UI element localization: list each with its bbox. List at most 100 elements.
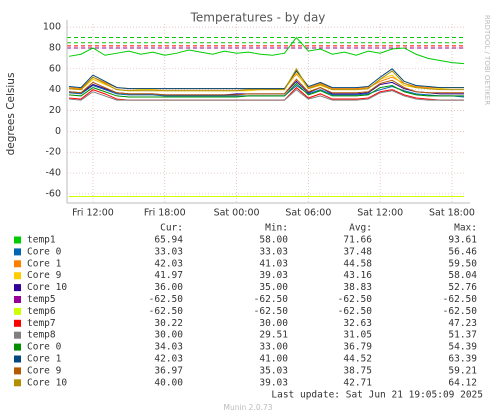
x-tick-label: Sat 12:00 (357, 208, 403, 219)
y-tick-label: -60 (45, 188, 61, 199)
column-header: Max: (454, 223, 477, 234)
legend-swatch (14, 319, 21, 327)
legend-value: 39.03 (259, 270, 288, 281)
legend-swatch (14, 355, 21, 363)
series-line (68, 67, 464, 92)
legend-swatch (14, 379, 21, 387)
legend-value: 47.23 (448, 318, 477, 329)
legend-value: 33.03 (259, 246, 288, 257)
legend-swatch (14, 248, 21, 256)
y-tick-label: -40 (45, 168, 61, 179)
series-line (68, 89, 464, 101)
legend-value: 33.00 (259, 342, 288, 353)
legend-swatch (14, 331, 21, 339)
legend-value: 42.71 (343, 377, 372, 388)
legend-swatch (14, 367, 21, 375)
series-line (68, 82, 464, 98)
legend-value: 51.37 (448, 330, 477, 341)
legend-value: 63.39 (448, 354, 477, 365)
legend-value: -62.50 (254, 306, 289, 317)
y-tick-label: 80 (49, 42, 61, 53)
legend-label: Core 1 (27, 258, 62, 269)
x-tick-label: Fri 12:00 (72, 208, 114, 219)
legend-value: 64.12 (448, 377, 477, 388)
legend-value: 59.50 (448, 258, 477, 269)
legend-value: 32.63 (343, 318, 372, 329)
legend-swatch (14, 343, 21, 351)
chart-title: Temperatures - by day (190, 11, 326, 25)
series-line (68, 68, 464, 90)
x-tick-label: Fri 18:00 (144, 208, 186, 219)
series-line (68, 78, 464, 96)
legend-value: 38.75 (343, 365, 372, 376)
legend-value: -62.50 (338, 306, 373, 317)
legend-value: 71.66 (343, 235, 372, 246)
y-tick-label: 60 (49, 63, 61, 74)
column-header: Avg: (349, 223, 372, 234)
legend-value: -62.50 (254, 294, 289, 305)
legend-value: 58.00 (259, 235, 288, 246)
legend-value: 30.00 (154, 330, 183, 341)
legend-value: 37.48 (343, 246, 372, 257)
legend-value: 35.03 (259, 365, 288, 376)
y-tick-label: 40 (49, 84, 61, 95)
x-tick-label: Sat 00:00 (214, 208, 260, 219)
legend-value: 41.03 (259, 258, 288, 269)
legend-value: -62.50 (149, 306, 184, 317)
legend-swatch (14, 272, 21, 280)
legend-value: 36.97 (154, 365, 183, 376)
column-header: Min: (265, 223, 288, 234)
legend-value: 30.22 (154, 318, 183, 329)
legend-label: temp6 (27, 306, 56, 317)
x-tick-label: Sat 06:00 (285, 208, 331, 219)
legend-value: 59.21 (448, 365, 477, 376)
legend-value: -62.50 (443, 294, 478, 305)
legend-value: 42.03 (154, 354, 183, 365)
legend-value: 43.16 (343, 270, 372, 281)
legend-value: 42.03 (154, 258, 183, 269)
legend-value: 34.03 (154, 342, 183, 353)
footer: Munin 2.0.73 (223, 403, 272, 412)
legend-value: 31.05 (343, 330, 372, 341)
legend-value: 36.79 (343, 342, 372, 353)
side-text: RRDTOOL / TOBI OETIKER (483, 15, 491, 105)
legend-value: 30.00 (259, 318, 288, 329)
legend-value: -62.50 (338, 294, 373, 305)
legend-value: 65.94 (154, 235, 183, 246)
legend-label: Core 10 (27, 282, 67, 293)
plot-area (67, 24, 466, 203)
legend-value: 39.03 (259, 377, 288, 388)
legend-value: -62.50 (149, 294, 184, 305)
legend-swatch (14, 236, 21, 244)
legend-value: 38.83 (343, 282, 372, 293)
legend-value: 33.03 (154, 246, 183, 257)
legend-value: 93.61 (448, 235, 477, 246)
column-header: Cur: (160, 223, 183, 234)
legend-label: Core 9 (27, 270, 62, 281)
legend-label: Core 1 (27, 354, 62, 365)
y-axis-label: degrees Celsius (5, 73, 17, 156)
legend-swatch (14, 296, 21, 303)
legend-value: 41.00 (259, 354, 288, 365)
legend-value: 36.00 (154, 282, 183, 293)
legend-label: Core 0 (27, 246, 62, 257)
legend-value: 41.97 (154, 270, 183, 281)
legend-label: Core 10 (27, 377, 67, 388)
legend-value: 44.58 (343, 258, 372, 269)
y-tick-label: 0 (55, 126, 61, 137)
legend-label: temp8 (27, 330, 56, 341)
legend-swatch (14, 307, 21, 315)
legend-label: Core 9 (27, 365, 62, 376)
legend-value: 44.52 (343, 354, 372, 365)
legend-swatch (14, 260, 21, 268)
legend-value: 52.76 (448, 282, 477, 293)
series-line (68, 36, 465, 65)
legend-label: Core 0 (27, 342, 62, 353)
legend-value: 54.39 (448, 342, 477, 353)
legend-value: 56.46 (448, 246, 477, 257)
legend-value: -62.50 (443, 306, 478, 317)
last-update: Last update: Sat Jun 21 19:05:09 2025 (271, 390, 483, 401)
y-tick-label: 20 (49, 105, 61, 116)
legend-label: temp5 (27, 294, 56, 305)
